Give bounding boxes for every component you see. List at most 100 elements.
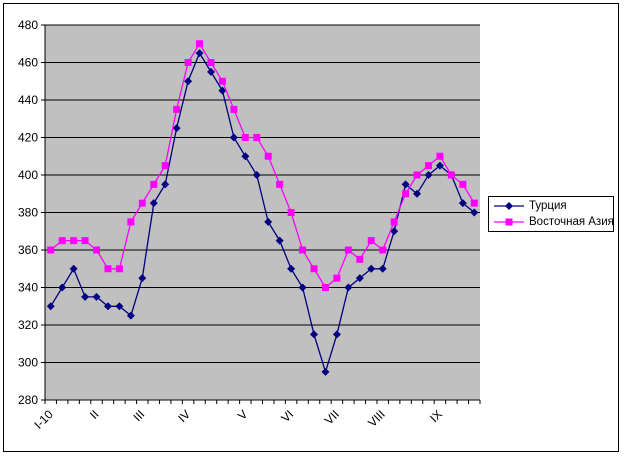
series-turkey-marker <box>310 330 319 339</box>
series-turkey-marker <box>218 86 227 95</box>
series-east-asia-marker <box>287 209 295 216</box>
series-turkey-marker <box>241 152 250 161</box>
x-axis-month-label: IV <box>175 407 193 425</box>
series-turkey-marker <box>149 199 158 208</box>
y-axis-tick-label: 300 <box>18 356 38 370</box>
series-east-asia-marker <box>367 237 375 245</box>
series-east-asia-marker <box>299 246 307 254</box>
x-axis-month-label: I-10 <box>31 407 56 432</box>
series-east-asia-marker <box>321 284 329 291</box>
x-axis-month-label: IX <box>427 407 445 425</box>
series-east-asia-marker <box>230 105 238 113</box>
series-east-asia-marker <box>81 237 89 245</box>
series-turkey-marker <box>264 217 273 226</box>
series-east-asia-marker <box>436 152 444 160</box>
series-turkey-marker <box>355 274 364 283</box>
series-east-asia-marker <box>390 218 398 226</box>
series-turkey-marker <box>46 302 55 311</box>
series-east-asia-marker <box>470 199 478 207</box>
y-axis-tick-label: 480 <box>18 18 38 32</box>
series-turkey-marker <box>378 264 387 273</box>
y-axis-tick-label: 340 <box>18 281 38 295</box>
y-axis-tick-label: 280 <box>18 393 38 407</box>
x-axis-month-label: VII <box>322 407 342 427</box>
series-turkey-marker <box>81 292 90 301</box>
series-east-asia-marker <box>115 265 123 273</box>
series-east-asia-marker <box>379 246 387 254</box>
series-east-asia-marker <box>196 40 204 48</box>
series-turkey-marker <box>229 133 238 142</box>
series-east-asia-marker <box>333 274 341 282</box>
series-east-asia-marker <box>127 218 135 226</box>
legend-label-turkey: Турция <box>529 200 567 212</box>
series-turkey-marker <box>69 264 78 273</box>
series-east-asia-marker <box>264 152 272 160</box>
series-turkey-marker <box>413 189 422 198</box>
series-turkey-marker <box>390 227 399 236</box>
series-turkey-marker <box>172 124 181 133</box>
series-east-asia-marker <box>447 171 455 179</box>
x-axis-month-label: VIII <box>365 407 388 430</box>
y-axis-tick-label: 380 <box>18 206 38 220</box>
series-turkey-marker <box>115 302 124 311</box>
y-axis-tick-label: 320 <box>18 318 38 332</box>
legend-square-marker-icon <box>494 218 524 226</box>
series-east-asia-marker <box>344 246 352 254</box>
y-axis-tick-label: 420 <box>18 131 38 145</box>
x-axis-month-label: V <box>235 407 251 423</box>
series-turkey-marker <box>287 264 296 273</box>
series-east-asia-marker <box>424 162 432 170</box>
legend-item-east-asia: Восточная Азия <box>493 214 614 230</box>
series-turkey-marker <box>138 274 147 283</box>
series-turkey-marker <box>195 49 204 58</box>
series-east-asia-marker <box>276 180 284 188</box>
series-turkey-marker <box>184 77 193 86</box>
series-east-asia-marker <box>104 265 112 273</box>
y-axis-tick-label: 440 <box>18 93 38 107</box>
series-turkey-marker <box>332 330 341 339</box>
series-east-asia-marker <box>184 59 192 66</box>
chart-outer-border <box>3 3 619 452</box>
series-turkey-marker <box>92 292 101 301</box>
legend-label-east-asia: Восточная Азия <box>529 216 614 228</box>
series-turkey-marker <box>470 208 479 217</box>
series-east-asia-marker <box>150 180 158 188</box>
series-turkey-marker <box>275 236 284 245</box>
y-axis-tick-label: 400 <box>18 168 38 182</box>
series-east-asia-marker <box>402 190 410 198</box>
series-turkey-marker <box>298 283 307 292</box>
series-turkey-marker <box>252 171 261 179</box>
series-east-asia-marker <box>241 134 249 141</box>
series-east-asia-marker <box>173 105 181 113</box>
series-east-asia-marker <box>218 77 226 85</box>
series-turkey-marker <box>206 67 215 76</box>
series-turkey-marker <box>321 367 330 376</box>
series-east-asia-marker <box>253 134 261 141</box>
series-east-asia-marker <box>138 199 146 207</box>
series-turkey-marker <box>126 311 135 320</box>
series-east-asia-marker <box>70 237 78 245</box>
y-axis-tick-label: 460 <box>18 56 38 70</box>
series-east-asia-marker <box>310 265 318 273</box>
series-turkey-marker <box>367 264 376 273</box>
series-turkey-marker <box>103 302 112 311</box>
series-east-asia-marker <box>459 180 467 188</box>
x-axis-month-label: II <box>87 407 102 422</box>
legend: Турция Восточная Азия <box>488 196 614 232</box>
legend-item-turkey: Турция <box>493 198 613 214</box>
series-east-asia-marker <box>413 171 421 179</box>
series-east-asia-line <box>50 42 475 289</box>
series-east-asia-marker <box>207 59 215 66</box>
series-turkey-marker <box>401 180 410 189</box>
y-axis-tick-label: 360 <box>18 243 38 257</box>
x-axis-month-label: VI <box>278 407 296 425</box>
series-east-asia-marker <box>161 162 169 170</box>
legend-diamond-marker-icon <box>494 202 524 210</box>
series-east-asia-marker <box>58 237 66 245</box>
series-east-asia-marker <box>356 255 364 263</box>
series-turkey-marker <box>58 283 67 292</box>
x-axis-month-label: III <box>130 407 147 424</box>
series-turkey-marker <box>161 180 170 189</box>
